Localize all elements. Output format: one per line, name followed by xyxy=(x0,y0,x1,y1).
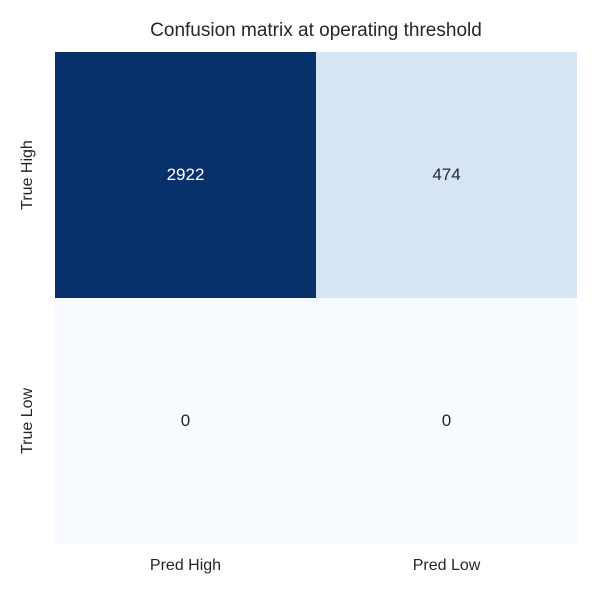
heatmap-cell-true-high-pred-low: 474 xyxy=(316,52,577,298)
x-tick-pred-high: Pred High xyxy=(149,557,222,574)
y-tick-true-high: True High xyxy=(19,140,36,210)
x-tick-pred-low: Pred Low xyxy=(412,557,481,574)
heatmap-cell-true-low-pred-low: 0 xyxy=(316,298,577,544)
heatmap-grid: 2922 474 0 0 xyxy=(55,52,577,544)
y-tick-true-low: True Low xyxy=(19,387,36,455)
heatmap-cell-true-low-pred-high: 0 xyxy=(55,298,316,544)
chart-title: Confusion matrix at operating threshold xyxy=(150,20,482,41)
heatmap-cell-true-high-pred-high: 2922 xyxy=(55,52,316,298)
